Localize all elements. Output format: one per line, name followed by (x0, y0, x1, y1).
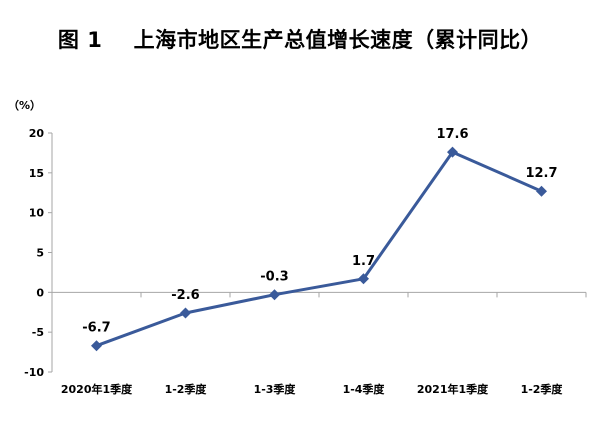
y-tick-label: 15 (29, 167, 44, 180)
data-point-marker (536, 185, 547, 197)
x-tick-label: 1-2季度 (165, 382, 208, 396)
y-tick-label: 20 (29, 127, 45, 140)
y-axis-unit-label: （%） (8, 99, 41, 112)
x-tick-label: 2020年1季度 (61, 382, 133, 396)
data-label: 12.7 (525, 166, 557, 181)
data-point-marker (180, 307, 191, 319)
data-point-marker (91, 340, 102, 352)
data-label: 1.7 (352, 254, 375, 269)
x-tick-label: 2021年1季度 (417, 382, 489, 396)
y-tick-label: -10 (24, 366, 44, 379)
data-point-marker (269, 289, 280, 301)
y-axis-ticks: 20 15 10 5 0 -5 -10 (24, 127, 52, 379)
data-label: -6.7 (82, 321, 110, 336)
x-tick-label: 1-4季度 (343, 382, 386, 396)
data-point-marker (358, 273, 369, 285)
data-label: -2.6 (171, 288, 199, 303)
data-label: 17.6 (436, 127, 468, 142)
series-line (95, 150, 543, 348)
data-point-marker (447, 146, 458, 158)
y-tick-label: 10 (29, 207, 45, 220)
x-tick-label: 1-2季度 (521, 382, 564, 396)
data-labels: -6.7 -2.6 -0.3 1.7 17.6 12.7 (82, 127, 557, 336)
x-axis-ticks: 2020年1季度 1-2季度 1-3季度 1-4季度 2021年1季度 1-2季度 (51, 292, 587, 396)
y-tick-label: 5 (36, 247, 44, 260)
series (91, 146, 547, 352)
axes (51, 133, 586, 372)
data-label: -0.3 (260, 270, 288, 285)
y-tick-label: 0 (36, 286, 44, 299)
chart-title: 图 1 上海市地区生产总值增长速度（累计同比） (57, 28, 543, 52)
x-tick-label: 1-3季度 (254, 382, 297, 396)
y-tick-label: -5 (32, 326, 44, 339)
